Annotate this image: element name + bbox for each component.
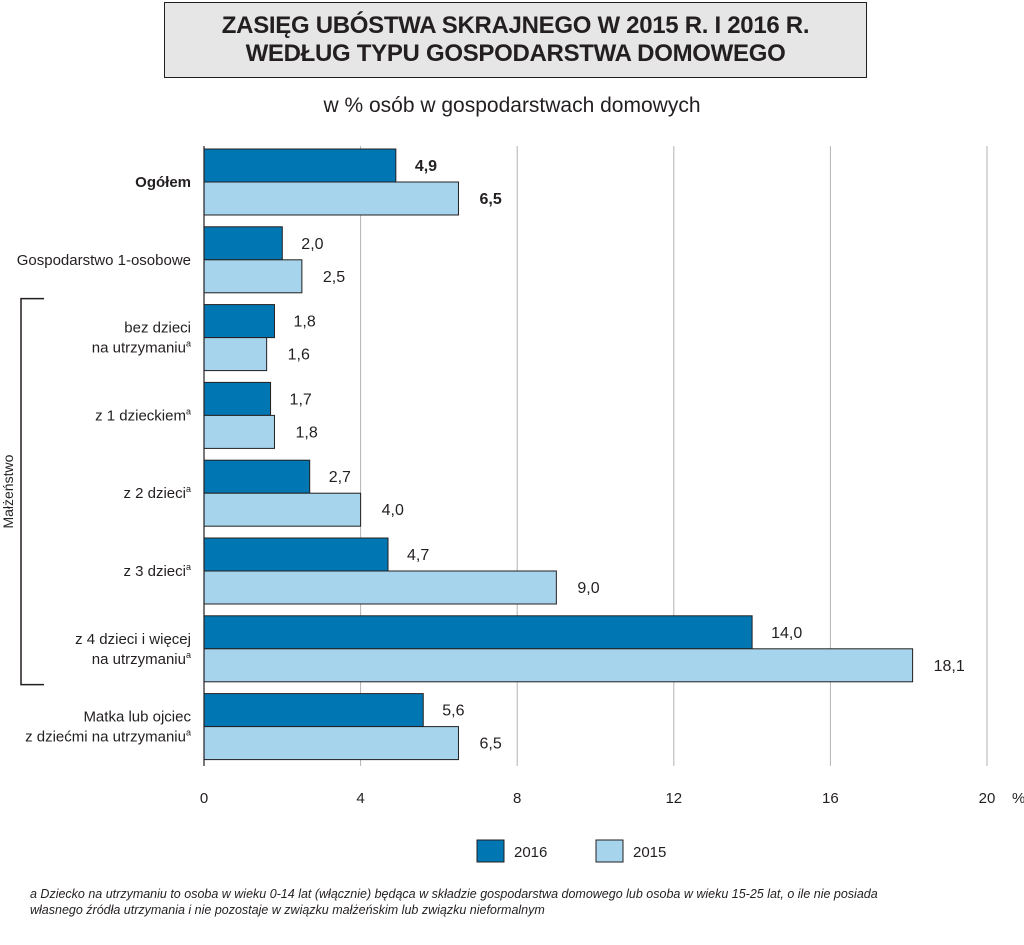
legend-swatch-2016 <box>476 839 505 863</box>
bar-2015 <box>203 648 914 683</box>
bar-2016 <box>203 226 283 261</box>
chart-title-line-1: ZASIĘG UBÓSTWA SKRAJNEGO W 2015 R. I 201… <box>221 12 810 39</box>
data-label-2015: 1,8 <box>295 424 317 441</box>
data-label-2016: 2,0 <box>301 236 323 253</box>
x-tick-label: 8 <box>513 790 521 807</box>
chart-title: ZASIĘG UBÓSTWA SKRAJNEGO W 2015 R. I 201… <box>164 2 867 78</box>
category-label: z 3 dziecia <box>123 562 191 580</box>
bar-2016 <box>203 148 397 183</box>
bracket-label: Małżeństwo <box>0 454 16 528</box>
legend-label-2015: 2015 <box>633 844 666 861</box>
data-label-2015: 9,0 <box>577 580 599 597</box>
bar-2016 <box>203 459 311 494</box>
category-label: Ogółem <box>135 174 191 191</box>
data-label-2015: 4,0 <box>382 502 404 519</box>
bar-2015 <box>203 570 557 605</box>
x-tick-label: 16 <box>822 790 839 807</box>
bar-2015 <box>203 259 303 294</box>
data-label-2015: 6,5 <box>479 191 501 208</box>
category-label: z 4 dzieci i więcej <box>75 631 191 648</box>
category-label: z 2 dziecia <box>123 484 191 502</box>
category-label: z dziećmi na utrzymaniua <box>25 728 191 746</box>
x-tick-label: 0 <box>200 790 208 807</box>
bar-2016 <box>203 693 424 728</box>
data-label-2016: 4,7 <box>407 547 429 564</box>
bar-2015 <box>203 492 362 527</box>
bar-2016 <box>203 615 753 650</box>
footnote-marker: a <box>186 728 191 738</box>
data-label-2015: 18,1 <box>934 658 965 675</box>
bar-2016 <box>203 381 272 416</box>
bracket <box>20 297 44 686</box>
bar-2015 <box>203 414 275 449</box>
category-label: z 1 dzieckiema <box>95 406 191 424</box>
data-label-2015: 1,6 <box>288 347 310 364</box>
footnote-marker: a <box>186 562 191 572</box>
data-label-2016: 4,9 <box>415 158 437 175</box>
chart-subtitle: w % osób w gospodarstwach domowych <box>323 94 701 117</box>
data-label-2016: 14,0 <box>771 625 802 642</box>
data-label-2016: 1,7 <box>290 391 312 408</box>
bar-2015 <box>203 337 268 372</box>
bar-2016 <box>203 537 389 572</box>
bar-2015 <box>203 181 459 216</box>
category-label: bez dzieci <box>124 320 191 337</box>
footnote-marker: a <box>186 650 191 660</box>
x-tick-label: 4 <box>356 790 364 807</box>
footnote-marker: a <box>186 339 191 349</box>
legend-swatch-2015 <box>595 839 624 863</box>
footnote-line-2: własnego źródła utrzymania i nie pozosta… <box>30 903 545 917</box>
data-label-2016: 5,6 <box>442 703 464 720</box>
data-label-2015: 2,5 <box>323 269 345 286</box>
data-label-2015: 6,5 <box>479 736 501 753</box>
bar-2015 <box>203 726 459 761</box>
footnote: a Dziecko na utrzymaniu to osoba w wieku… <box>30 886 1010 918</box>
x-tick-label: 20 <box>979 790 996 807</box>
bar-chart: 0 4 8 12 16 20% 4,9 6,5 Ogółem 2,02,5 Gospodarstwo… <box>0 146 1024 863</box>
data-label-2016: 1,8 <box>293 314 315 331</box>
chart-title-line-2: WEDŁUG TYPU GOSPODARSTWA DOMOWEGO <box>245 40 786 67</box>
category-label: Matka lub ojciec <box>83 709 191 726</box>
x-unit-label: % <box>1012 790 1024 807</box>
bar-2016 <box>203 304 275 339</box>
category-label: na utrzymaniua <box>92 339 191 357</box>
x-tick-label: 12 <box>665 790 682 807</box>
footnote-line-1: a Dziecko na utrzymaniu to osoba w wieku… <box>30 887 878 901</box>
data-label-2016: 2,7 <box>329 469 351 486</box>
legend-label-2016: 2016 <box>514 844 547 861</box>
category-label: Gospodarstwo 1-osobowe <box>17 252 191 269</box>
footnote-marker: a <box>186 406 191 416</box>
category-label: na utrzymaniua <box>92 650 191 668</box>
footnote-marker: a <box>186 484 191 494</box>
